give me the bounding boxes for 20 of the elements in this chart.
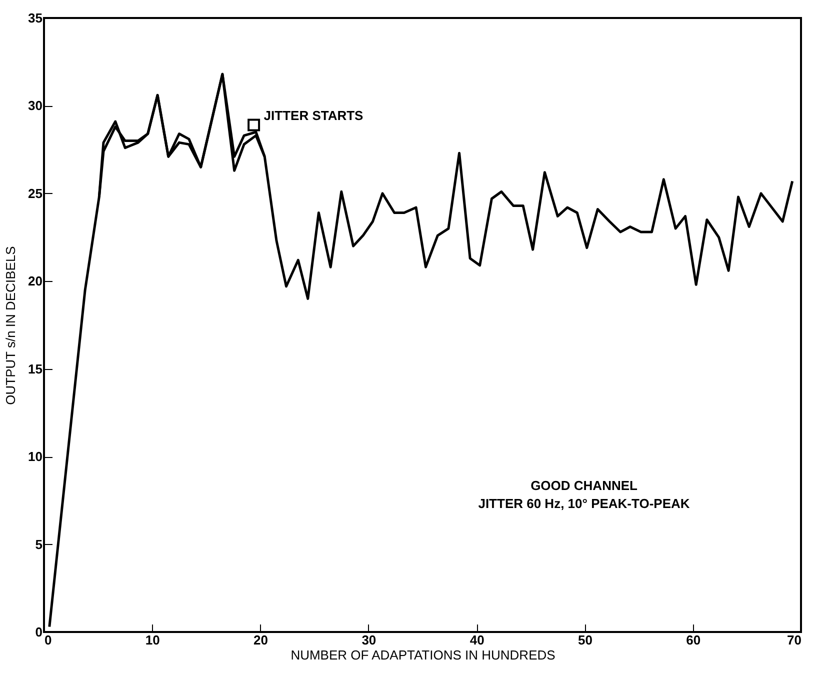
x-tick-label: 60: [686, 632, 701, 648]
y-tick-label: 20: [28, 274, 42, 289]
x-tick-label: 30: [362, 632, 376, 648]
x-tick-label: 70: [787, 632, 802, 648]
y-tick-label: 10: [28, 449, 42, 464]
x-tick-label: 50: [578, 632, 592, 648]
annotation: JITTER STARTS: [264, 108, 364, 124]
x-axis-title: NUMBER OF ADAPTATIONS IN HUNDREDS: [290, 648, 556, 662]
annotation: JITTER 60 Hz, 10° PEAK-TO-PEAK: [478, 496, 690, 511]
y-tick-label: 35: [28, 10, 42, 26]
y-tick-label: 15: [28, 361, 42, 376]
x-tick-label: 40: [470, 632, 484, 648]
annotation: GOOD CHANNEL: [530, 478, 638, 493]
x-tick-label: 20: [254, 632, 268, 648]
x-tick-label: 10: [145, 632, 160, 648]
y-axis-title: OUTPUT s/n IN DECIBELS: [3, 246, 18, 405]
x-tick-label: 0: [44, 632, 52, 648]
y-tick-label: 25: [28, 186, 42, 201]
y-tick-label: 30: [28, 98, 42, 114]
y-tick-label: 5: [35, 536, 42, 552]
